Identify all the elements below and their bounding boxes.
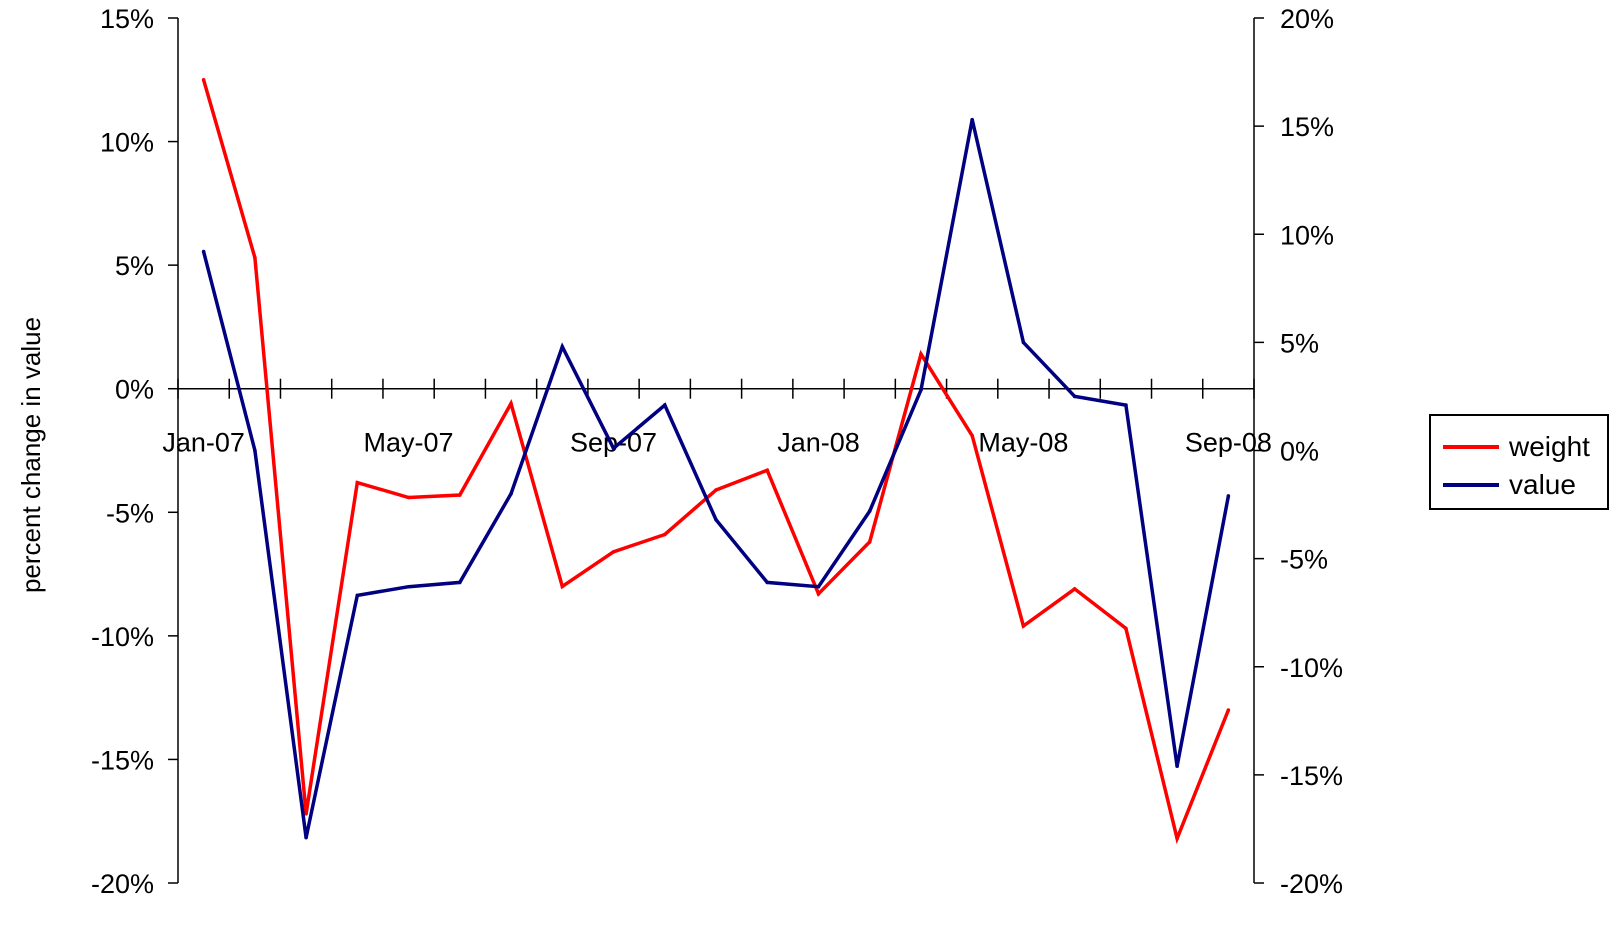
y2-tick-label: -10% [1280, 653, 1343, 683]
y2-tick-label: -15% [1280, 761, 1343, 791]
data-point-value [1072, 394, 1077, 399]
data-point-value [355, 593, 360, 598]
legend: weight value [1429, 414, 1609, 510]
data-point-value [509, 491, 513, 496]
data-point-value [304, 835, 308, 840]
data-point-weight [816, 592, 821, 596]
data-point-value [611, 446, 616, 451]
data-point-weight [1175, 836, 1179, 841]
series-layer [201, 77, 1231, 845]
data-point-weight [560, 584, 565, 589]
legend-swatch-weight [1443, 445, 1499, 449]
y-tick-label: -20% [91, 869, 154, 899]
data-point-value [1226, 494, 1231, 498]
x-tick-label: Jan-08 [777, 428, 860, 458]
data-point-weight [201, 77, 206, 82]
x-tick-label: Sep-08 [1185, 428, 1272, 458]
y-tick-label: -15% [91, 745, 154, 775]
data-point-weight [662, 532, 667, 537]
legend-item-weight: weight [1443, 430, 1590, 464]
y-axis-title: percent change in value [16, 317, 46, 593]
data-point-value [970, 117, 974, 122]
y-tick-label: -5% [106, 498, 154, 528]
axes: 15% 10% 5% 0% -5% -10% -15% -20% 20% 15% 10% 5% 0% -5… [91, 4, 1343, 899]
data-point-value [714, 517, 718, 522]
data-point-weight [1226, 708, 1231, 712]
y2-tick-label: -5% [1280, 545, 1328, 575]
data-point-weight [765, 468, 770, 473]
y-tick-label: -10% [91, 622, 154, 652]
data-point-weight [1021, 624, 1026, 628]
data-point-value [816, 584, 821, 589]
legend-label-value: value [1509, 469, 1576, 500]
data-point-value [406, 584, 411, 589]
data-point-weight [1124, 626, 1128, 631]
data-point-value [765, 580, 770, 585]
legend-label-weight: weight [1509, 431, 1590, 462]
x-tick-label: May-07 [364, 428, 454, 458]
y2-tick-label: 15% [1280, 112, 1334, 142]
data-point-weight [304, 812, 308, 816]
data-point-weight [509, 401, 513, 406]
y-tick-label: 15% [100, 4, 154, 34]
data-point-weight [1072, 587, 1077, 591]
x-tick-label: Jan-07 [162, 428, 245, 458]
data-point-weight [714, 488, 718, 492]
data-point-value [253, 448, 257, 453]
data-point-value [662, 403, 667, 407]
x-tick-label: Sep-07 [570, 428, 657, 458]
data-point-value [1124, 403, 1128, 407]
y2-tick-label: 5% [1280, 328, 1319, 358]
legend-swatch-value [1443, 483, 1499, 487]
legend-item-value: value [1443, 468, 1576, 502]
data-point-value [1021, 340, 1026, 345]
data-point-value [458, 580, 462, 585]
data-point-value [560, 344, 565, 349]
y2-tick-label: 20% [1280, 4, 1334, 34]
data-point-value [201, 249, 206, 254]
x-tick-label: May-08 [978, 428, 1068, 458]
y2-tick-label: -20% [1280, 869, 1343, 899]
series-line-value [201, 119, 1231, 838]
y-tick-label: 10% [100, 128, 154, 158]
data-point-value [919, 388, 923, 392]
y-tick-label: 0% [115, 375, 154, 405]
y2-tick-label: 10% [1280, 220, 1334, 250]
series-line-weight [201, 79, 1231, 845]
data-point-weight [406, 495, 411, 500]
data-point-weight [355, 480, 360, 485]
data-point-weight [919, 352, 923, 356]
data-point-weight [611, 550, 616, 554]
data-point-value [1175, 764, 1179, 769]
data-point-weight [867, 540, 872, 544]
y-tick-label: 5% [115, 251, 154, 281]
data-point-value [867, 509, 872, 513]
data-point-weight [970, 433, 974, 438]
data-point-weight [253, 255, 257, 260]
y2-tick-label: 0% [1280, 437, 1319, 467]
data-point-weight [458, 493, 462, 497]
